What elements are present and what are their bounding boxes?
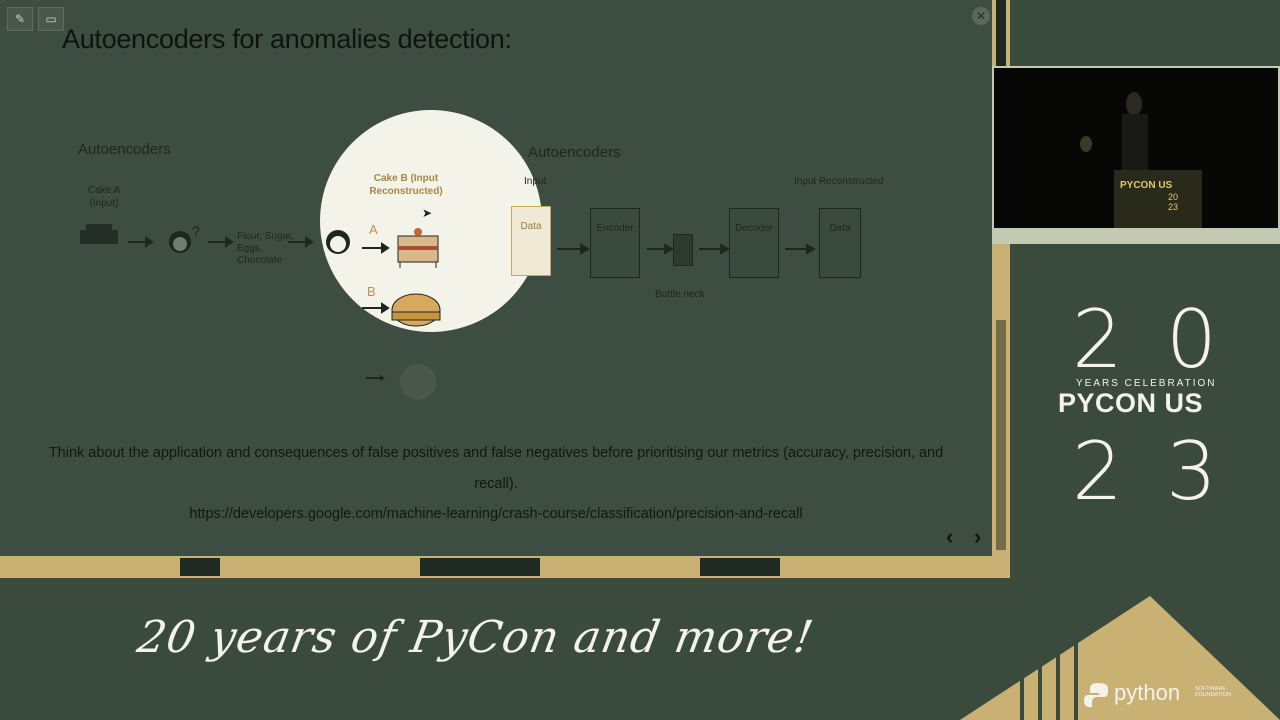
diagram-right-arrows [557, 243, 817, 255]
chef-face-icon: ? [169, 223, 200, 253]
podium-year-top: 20 [1168, 192, 1179, 202]
decorative-strip-dark [700, 558, 780, 576]
decorative-edge-dark [996, 320, 1006, 550]
decorative-strip-dark [180, 558, 220, 576]
slide-title: Autoencoders for anomalies detection: [62, 24, 512, 54]
presentation-slide: ✎ ▭ ✕ Autoencoders for anomalies detecti… [7, 7, 990, 549]
cake-choice-diagram [326, 228, 441, 327]
svg-text:?: ? [192, 223, 200, 239]
podium-year: 20 23 [1168, 192, 1178, 212]
reference-link[interactable]: https://developers.google.com/machine-le… [189, 506, 803, 522]
year-digit: 2 [1072, 293, 1123, 386]
arrow-icon [128, 236, 314, 248]
close-icon[interactable]: ✕ [972, 7, 990, 25]
speaker-silhouette [1080, 92, 1148, 174]
prev-slide-button[interactable]: ‹ [946, 524, 954, 549]
spotlight-highlight [320, 110, 542, 332]
bottleneck-box [673, 234, 693, 266]
year-digit: 3 [1166, 425, 1217, 518]
speaker-webcam: PYCON US 20 23 [992, 66, 1280, 230]
event-name: PYCON US [1058, 388, 1204, 418]
decoder-box: Decoder [729, 208, 779, 278]
webcam-border [992, 230, 1280, 244]
encoder-box: Encoder [590, 208, 640, 278]
mountain-graphic [960, 596, 1280, 720]
podium-label: PYCON US [1120, 180, 1173, 191]
years-celebration-text: YEARS CELEBRATION [1076, 378, 1217, 389]
next-slide-button[interactable]: › [974, 524, 982, 549]
slide-body-text: Think about the application and conseque… [48, 445, 944, 492]
cake-b-label: Cake B (Input Reconstructed) [369, 173, 443, 197]
cake-a-label: Cake A (Input) [87, 185, 121, 209]
cake-a-icon [80, 224, 118, 244]
decorative-edge-dark [996, 0, 1006, 66]
sponsor-name: python [1114, 680, 1181, 705]
podium-year-bottom: 23 [1168, 202, 1179, 212]
choice-b-label: B [367, 284, 376, 299]
screen-icon[interactable]: ▭ [38, 7, 64, 31]
arrow-icon [362, 242, 390, 314]
year-digit: 2 [1072, 425, 1123, 518]
sponsor-subtitle: SOFTWARE FOUNDATION [1195, 686, 1231, 698]
choice-a-label: A [369, 222, 378, 237]
diagram-left-flow: ? [80, 223, 314, 253]
python-logo-icon [1084, 683, 1108, 707]
podium [1114, 170, 1202, 228]
data-output-box: Data [819, 208, 861, 278]
ingredients-label: Flour, Sugar, Eggs, Chocolate [237, 231, 294, 266]
faded-cake-icon [366, 364, 436, 400]
decorative-strip-dark [420, 558, 540, 576]
data-input-box: Data [511, 206, 551, 276]
diagram-title: Autoencoders [528, 144, 621, 161]
pie-icon [391, 293, 441, 327]
input-label: Input [524, 176, 547, 187]
year-digit: 0 [1166, 293, 1217, 386]
tagline: 20 years of PyCon and more! [133, 612, 818, 663]
input-reconstructed-label: Input Reconstructed [794, 176, 884, 187]
chef-face-icon [326, 230, 350, 254]
pencil-icon[interactable]: ✎ [7, 7, 33, 31]
layer-cake-icon [397, 228, 439, 268]
diagram-title: Autoencoders [78, 141, 171, 158]
bottleneck-label: Bottle neck [655, 289, 705, 300]
mouse-cursor-icon: ➤ [422, 206, 433, 220]
